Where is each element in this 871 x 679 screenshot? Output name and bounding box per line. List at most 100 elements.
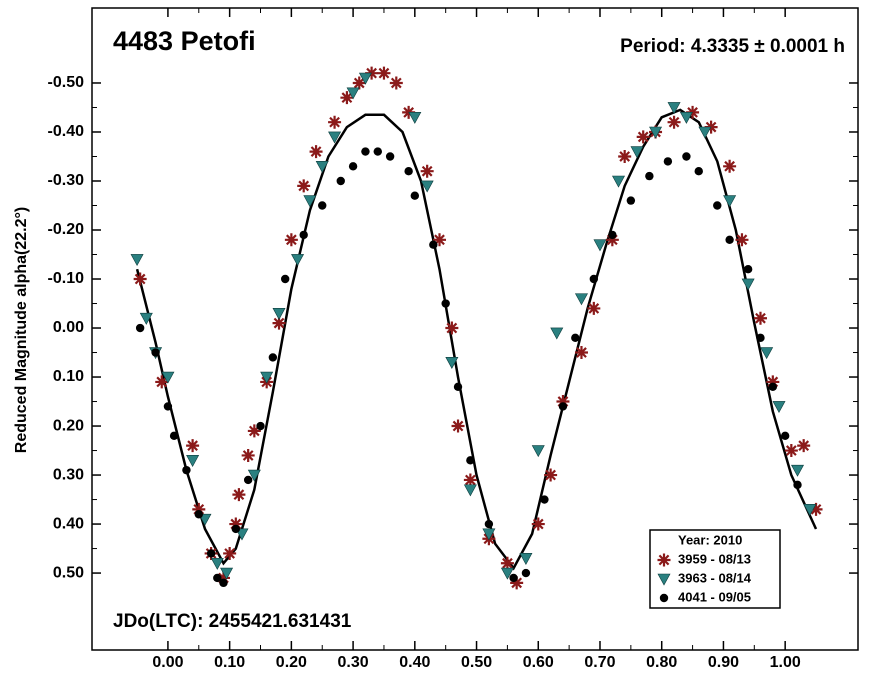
triangle-point bbox=[612, 175, 626, 188]
asterisk-point bbox=[451, 419, 465, 433]
dot-point bbox=[659, 593, 669, 603]
triangle-point bbox=[741, 278, 755, 291]
triangle-point bbox=[657, 573, 671, 586]
triangle-point bbox=[420, 180, 434, 193]
asterisk-point bbox=[784, 444, 798, 458]
dot-point bbox=[219, 578, 228, 588]
y-tick-label: 0.10 bbox=[53, 368, 84, 385]
asterisk-point bbox=[723, 159, 737, 173]
dot-point bbox=[182, 465, 191, 475]
dot-point bbox=[540, 495, 549, 504]
plot-frame bbox=[91, 7, 859, 651]
dot-point bbox=[725, 235, 734, 245]
triangle-point bbox=[130, 254, 144, 267]
asterisk-point bbox=[192, 502, 206, 516]
triangle-point bbox=[760, 347, 774, 360]
x-tick-label: 0.20 bbox=[276, 654, 307, 671]
triangle-point bbox=[593, 239, 607, 252]
dot-point bbox=[243, 475, 253, 485]
asterisk-point bbox=[133, 272, 147, 286]
legend-label: 4041 - 09/05 bbox=[678, 589, 751, 604]
dot-point bbox=[589, 274, 599, 284]
dot-point bbox=[404, 166, 413, 176]
triangle-point bbox=[679, 111, 693, 124]
dot-point bbox=[608, 230, 617, 240]
triangle-point bbox=[772, 401, 786, 414]
x-tick-label: 0.10 bbox=[214, 654, 245, 671]
dot-point bbox=[280, 274, 290, 284]
asterisk-point bbox=[352, 76, 366, 90]
triangle-point bbox=[220, 567, 234, 580]
y-tick-label: -0.50 bbox=[48, 74, 85, 91]
dot-point bbox=[213, 573, 222, 583]
triangle-point bbox=[649, 126, 663, 139]
triangle-point bbox=[210, 557, 224, 570]
chart-title: 4483 Petofi bbox=[113, 26, 256, 56]
asterisk-point bbox=[216, 571, 230, 585]
dot-point bbox=[743, 265, 753, 274]
x-tick-label: 0.60 bbox=[523, 654, 554, 671]
dot-point bbox=[441, 299, 450, 308]
triangle-point bbox=[445, 357, 459, 369]
asterisk-point bbox=[229, 517, 243, 531]
triangle-point bbox=[803, 504, 817, 516]
legend-box bbox=[649, 529, 781, 609]
asterisk-point bbox=[556, 395, 570, 409]
dot-point bbox=[299, 230, 308, 240]
triangle-point bbox=[500, 567, 514, 580]
asterisk-point bbox=[544, 468, 558, 482]
asterisk-point bbox=[155, 375, 169, 389]
triangle-point bbox=[630, 146, 644, 159]
asterisk-point bbox=[605, 233, 619, 247]
asterisk-point bbox=[247, 424, 261, 438]
dot-point bbox=[780, 431, 790, 441]
dot-point bbox=[373, 147, 382, 156]
dot-point bbox=[793, 480, 802, 490]
asterisk-point bbox=[223, 546, 237, 560]
y-tick-label: 0.30 bbox=[53, 466, 84, 483]
asterisk-point bbox=[463, 473, 477, 487]
legend-label: 3959 - 08/13 bbox=[678, 551, 751, 566]
triangle-point bbox=[161, 371, 175, 384]
series bbox=[135, 147, 802, 588]
asterisk-point bbox=[309, 145, 323, 159]
y-tick-label: 0.40 bbox=[53, 515, 84, 532]
triangle-point bbox=[260, 371, 274, 384]
y-tick-label: -0.10 bbox=[48, 270, 85, 287]
triangle-point bbox=[531, 445, 545, 458]
dot-point bbox=[626, 196, 636, 205]
asterisk-point bbox=[377, 66, 391, 80]
triangle-point bbox=[550, 327, 564, 340]
asterisk-point bbox=[667, 115, 681, 129]
triangle-point bbox=[272, 308, 286, 320]
period: Period: 4.3335 ± 0.0001 h bbox=[620, 36, 845, 57]
legend: Year: 2010 3959 - 08/13 3963 - 08/14 4041 -… bbox=[649, 529, 781, 609]
asterisk-point bbox=[272, 316, 286, 330]
asterisk-point bbox=[574, 346, 588, 360]
asterisk-point bbox=[735, 233, 749, 247]
legend-title: Year: 2010 bbox=[678, 532, 742, 547]
dot-point bbox=[713, 201, 722, 210]
asterisk-point bbox=[618, 149, 632, 163]
triangle-point bbox=[346, 87, 360, 100]
asterisk-point bbox=[766, 375, 780, 389]
triangle-point bbox=[723, 195, 737, 208]
dot-point bbox=[268, 353, 278, 362]
triangle-point bbox=[315, 160, 329, 173]
asterisk-point bbox=[797, 439, 811, 453]
triangle-point bbox=[574, 293, 588, 306]
dot-point bbox=[135, 323, 145, 333]
asterisk-point bbox=[433, 233, 447, 247]
triangle-point bbox=[186, 455, 200, 467]
asterisk-point bbox=[328, 115, 342, 129]
x-tick-label: 0.00 bbox=[152, 654, 183, 671]
asterisk-point bbox=[232, 488, 246, 502]
triangle-point bbox=[328, 131, 342, 144]
triangle-point bbox=[408, 111, 422, 124]
dot-point bbox=[756, 333, 765, 343]
dot-point bbox=[453, 382, 463, 392]
asterisk-point bbox=[531, 517, 545, 531]
triangle-point bbox=[463, 484, 477, 497]
dot-point bbox=[361, 147, 370, 156]
